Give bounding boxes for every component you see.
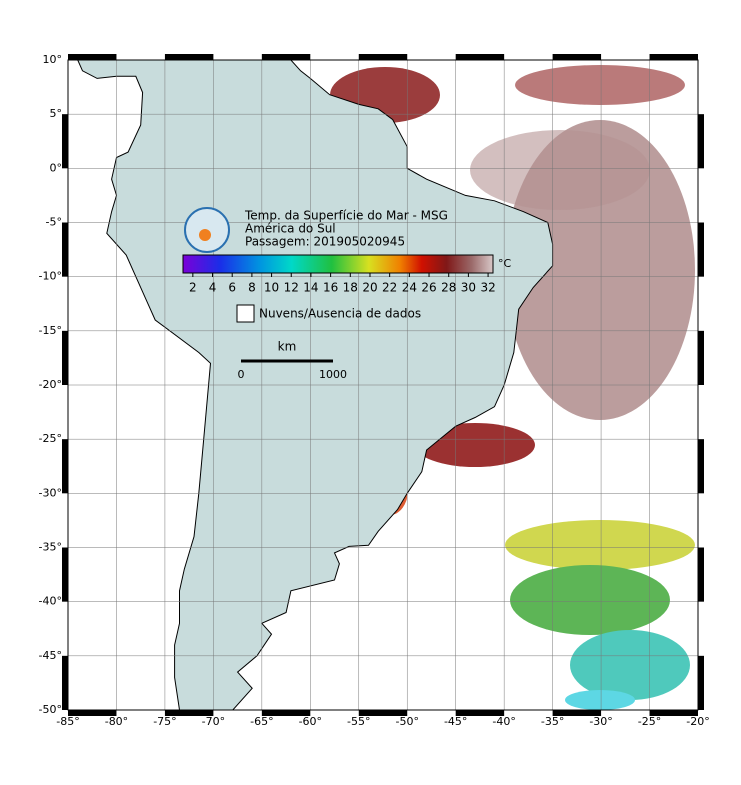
frame-segment — [358, 54, 408, 60]
colorbar-tick-label: 10 — [264, 281, 279, 295]
frame-segment — [62, 547, 68, 602]
x-tick-label: -75° — [153, 715, 176, 728]
colorbar-unit: °C — [498, 257, 512, 270]
frame-segment — [455, 710, 505, 716]
x-tick-label: -70° — [202, 715, 225, 728]
colorbar-tick-label: 30 — [461, 281, 476, 295]
x-tick-label: -85° — [56, 715, 79, 728]
x-tick-label: -60° — [299, 715, 322, 728]
frame-segment — [552, 710, 602, 716]
x-tick-label: -30° — [589, 715, 612, 728]
subtitle: América do Sul — [245, 222, 336, 236]
legend-label: Nuvens/Ausencia de dados — [259, 307, 421, 321]
y-tick-label: -10° — [39, 270, 62, 283]
scale-unit: km — [278, 340, 297, 354]
colorbar-tick-label: 8 — [248, 281, 256, 295]
colorbar-tick-label: 4 — [209, 281, 217, 295]
frame-segment — [62, 655, 68, 710]
y-tick-label: -15° — [39, 324, 62, 337]
frame-segment — [62, 222, 68, 277]
y-tick-label: -25° — [39, 432, 62, 445]
frame: -85° -80° -75° -70° -65° -60° -55° -50° -45° -40°… — [39, 53, 710, 728]
frame-segment — [455, 54, 505, 60]
frame-segment — [261, 54, 311, 60]
x-tick-label: -55° — [347, 715, 370, 728]
legend: Temp. da Superfície do Mar - MSG América… — [182, 207, 512, 381]
frame-segment — [698, 222, 704, 277]
y-tick-label: -35° — [39, 541, 62, 554]
x-tick-label: -50° — [395, 715, 418, 728]
y-tick-label: 10° — [43, 53, 63, 66]
frame-segment — [68, 54, 117, 60]
colorbar-tick-label: 24 — [402, 281, 417, 295]
frame-segment — [164, 54, 214, 60]
logo-dot — [199, 229, 211, 241]
frame-segment — [358, 710, 408, 716]
y-tick-label: -50° — [39, 703, 62, 716]
frame-segment — [698, 439, 704, 494]
colorbar-tick-label: 20 — [362, 281, 377, 295]
colorbar — [182, 254, 494, 274]
frame-segment — [261, 710, 311, 716]
colorbar-tick-label: 12 — [284, 281, 299, 295]
colorbar-tick-label: 14 — [303, 281, 318, 295]
x-tick-label: -45° — [444, 715, 467, 728]
x-tick-label: -80° — [105, 715, 128, 728]
frame-segment — [698, 330, 704, 385]
y-tick-label: 0° — [50, 161, 63, 174]
scale-label: 1000 — [319, 368, 347, 381]
frame-segment — [62, 114, 68, 169]
x-tick-label: -20° — [686, 715, 709, 728]
y-tick-label: -40° — [39, 595, 62, 608]
x-tick-label: -65° — [250, 715, 273, 728]
y-tick-label: -20° — [39, 378, 62, 391]
colorbar-tick-label: 6 — [228, 281, 236, 295]
frame-segment — [164, 710, 214, 716]
frame-segment — [698, 547, 704, 602]
y-tick-label: -30° — [39, 486, 62, 499]
x-tick-label: -35° — [541, 715, 564, 728]
frame-segment — [62, 330, 68, 385]
y-tick-label: -5° — [46, 216, 62, 229]
colorbar-tick-label: 28 — [441, 281, 456, 295]
colorbar-tick-label: 18 — [343, 281, 358, 295]
frame-segment — [698, 655, 704, 710]
grid — [67, 59, 699, 711]
pass: Passagem: 201905020945 — [245, 235, 405, 249]
frame-segment — [698, 114, 704, 169]
frame-segment — [62, 439, 68, 494]
y-tick-label: -45° — [39, 649, 62, 662]
x-tick-label: -25° — [638, 715, 661, 728]
scale-label: 0 — [238, 368, 245, 381]
title: Temp. da Superfície do Mar - MSG — [244, 209, 448, 223]
colorbar-tick-label: 26 — [421, 281, 436, 295]
frame-segment — [649, 710, 698, 716]
frame-segment — [649, 54, 698, 60]
colorbar-tick-label: 16 — [323, 281, 338, 295]
colorbar-tick-label: 2 — [189, 281, 197, 295]
frame-segment — [68, 710, 117, 716]
frame-segment — [552, 54, 602, 60]
colorbar-tick-label: 32 — [480, 281, 495, 295]
x-tick-label: -40° — [492, 715, 515, 728]
legend-swatch — [236, 304, 255, 323]
y-tick-label: 5° — [50, 107, 63, 120]
colorbar-tick-label: 22 — [382, 281, 397, 295]
